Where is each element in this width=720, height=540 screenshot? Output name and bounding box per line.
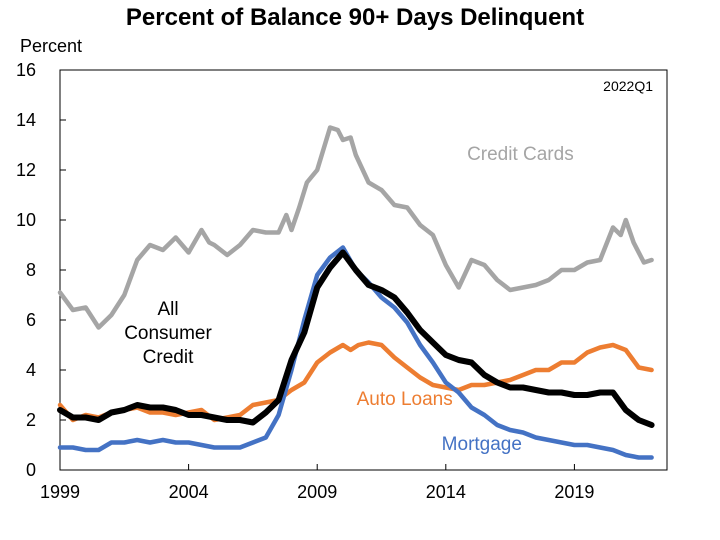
y-tick-label: 16 xyxy=(16,60,36,80)
y-tick-label: 12 xyxy=(16,160,36,180)
x-axis: 1999 2004 2009 2014 2019 xyxy=(40,464,594,502)
period-annotation: 2022Q1 xyxy=(603,78,653,94)
y-axis-label: Percent xyxy=(20,36,82,56)
y-axis: 0 2 4 6 8 10 12 14 16 xyxy=(16,60,66,480)
series-lines xyxy=(57,125,655,460)
series-line-auto-loans xyxy=(57,340,654,423)
x-tick-label: 2004 xyxy=(169,482,209,502)
chart-title: Percent of Balance 90+ Days Delinquent xyxy=(126,4,584,31)
y-tick-label: 4 xyxy=(26,360,36,380)
series-label-auto-loans: Auto Loans xyxy=(357,389,453,410)
series-label-mortgage: Mortgage xyxy=(442,434,522,455)
x-tick-label: 2009 xyxy=(297,482,337,502)
series-label-all-consumer-credit: All Consumer Credit xyxy=(124,299,212,368)
y-tick-label: 10 xyxy=(16,210,36,230)
series-labels: Credit Cards Auto Loans Mortgage All Consume… xyxy=(124,144,574,455)
y-tick-label: 8 xyxy=(26,260,36,280)
series-line-credit-cards xyxy=(57,125,654,330)
x-tick-label: 2019 xyxy=(554,482,594,502)
y-tick-label: 2 xyxy=(26,410,36,430)
series-label-credit-cards: Credit Cards xyxy=(467,144,574,165)
y-tick-label: 6 xyxy=(26,310,36,330)
y-tick-label: 14 xyxy=(16,110,36,130)
y-tick-label: 0 xyxy=(26,460,36,480)
x-tick-label: 2014 xyxy=(426,482,466,502)
series-line-all-consumer-credit xyxy=(57,249,655,428)
x-tick-label: 1999 xyxy=(40,482,80,502)
